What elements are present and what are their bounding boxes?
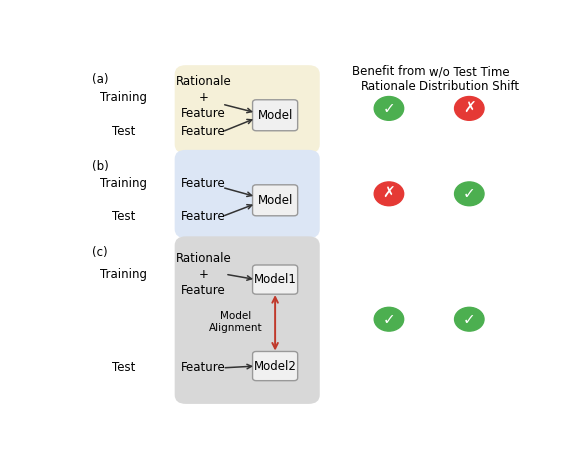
Text: Model: Model bbox=[257, 194, 293, 207]
FancyBboxPatch shape bbox=[252, 351, 298, 380]
Text: Feature: Feature bbox=[181, 210, 226, 223]
Text: Rationale
+
Feature: Rationale + Feature bbox=[176, 75, 232, 120]
Text: Feature: Feature bbox=[181, 361, 226, 374]
Circle shape bbox=[454, 182, 484, 206]
Text: (c): (c) bbox=[92, 246, 108, 259]
Text: Test: Test bbox=[112, 125, 135, 139]
Circle shape bbox=[374, 307, 404, 331]
Circle shape bbox=[374, 96, 404, 120]
Text: Model2: Model2 bbox=[253, 359, 297, 373]
FancyBboxPatch shape bbox=[175, 150, 320, 238]
Circle shape bbox=[454, 96, 484, 120]
Text: Feature: Feature bbox=[181, 125, 226, 139]
Text: Training: Training bbox=[100, 268, 147, 281]
Circle shape bbox=[454, 307, 484, 331]
Text: Model1: Model1 bbox=[253, 273, 297, 286]
Text: ✗: ✗ bbox=[463, 101, 476, 116]
FancyBboxPatch shape bbox=[252, 185, 298, 216]
Text: w/o Test Time
Distribution Shift: w/o Test Time Distribution Shift bbox=[419, 65, 520, 93]
Text: ✓: ✓ bbox=[463, 312, 476, 327]
Text: Test: Test bbox=[112, 210, 135, 223]
Text: Model
Alignment: Model Alignment bbox=[209, 311, 263, 333]
Text: ✓: ✓ bbox=[463, 186, 476, 201]
Text: Training: Training bbox=[100, 176, 147, 190]
Circle shape bbox=[374, 182, 404, 206]
Text: ✓: ✓ bbox=[382, 101, 395, 116]
FancyBboxPatch shape bbox=[252, 100, 298, 131]
FancyBboxPatch shape bbox=[252, 265, 298, 294]
FancyBboxPatch shape bbox=[175, 236, 320, 404]
Text: (b): (b) bbox=[92, 160, 109, 173]
Text: Feature: Feature bbox=[181, 176, 226, 190]
Text: ✓: ✓ bbox=[382, 312, 395, 327]
Text: ✗: ✗ bbox=[382, 186, 395, 201]
Text: Model: Model bbox=[257, 109, 293, 122]
Text: Test: Test bbox=[112, 361, 135, 374]
Text: Training: Training bbox=[100, 91, 147, 104]
Text: Benefit from
Rationale: Benefit from Rationale bbox=[352, 65, 426, 93]
Text: (a): (a) bbox=[92, 73, 109, 86]
FancyBboxPatch shape bbox=[175, 65, 320, 154]
Text: Rationale
+
Feature: Rationale + Feature bbox=[176, 252, 232, 297]
